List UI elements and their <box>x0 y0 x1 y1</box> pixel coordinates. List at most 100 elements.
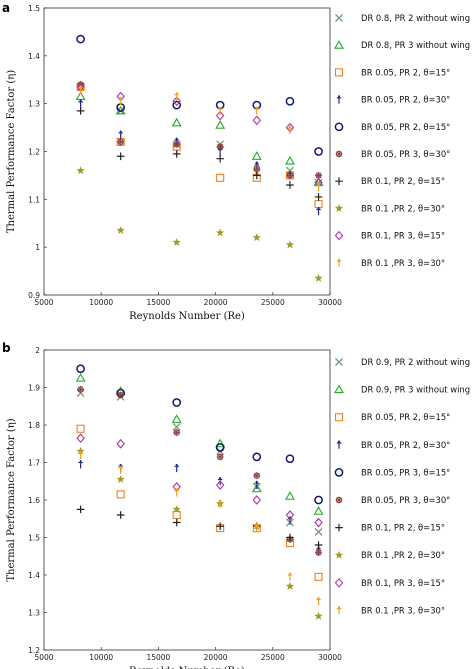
data-point <box>252 495 262 505</box>
data-point <box>75 373 86 382</box>
y-tick-label: 1.2 <box>28 148 40 157</box>
y-tick-label: 1.9 <box>28 384 40 393</box>
x-tick-label: 25000 <box>261 298 285 307</box>
legend-label: BR 0.05, PR 3, θ=15° <box>361 467 450 477</box>
data-point <box>116 226 125 235</box>
legend-label: BR 0.05, PR 3, θ=30° <box>361 149 450 159</box>
legend-marker <box>334 468 344 477</box>
legend-marker <box>335 177 343 185</box>
y-tick-label: 1.7 <box>28 459 40 468</box>
data-point <box>172 504 181 513</box>
data-point <box>116 490 125 499</box>
x-tick-label: 20000 <box>204 653 228 662</box>
data-point <box>215 110 225 121</box>
data-point <box>251 151 262 160</box>
data-point <box>314 572 323 581</box>
data-point <box>174 92 179 101</box>
data-point <box>78 450 83 459</box>
data-point <box>118 96 123 106</box>
legend-label: BR 0.05, PR 2, θ=15° <box>361 122 450 132</box>
y-tick-label: 1.2 <box>28 646 40 655</box>
y-tick-label: 1.5 <box>28 534 40 543</box>
x-tick-label: 20000 <box>204 298 228 307</box>
panel-a: a 5000 10000 15000 20000 25000 30000 0.9 1 1.1 1.2… <box>2 1 470 322</box>
data-point <box>253 164 261 172</box>
panel-b: b 5000 10000 15000 20000 25000 30000 1.2 1.3 1.4 1… <box>2 341 470 669</box>
data-point <box>314 495 323 505</box>
data-point <box>216 143 224 151</box>
data-point <box>76 166 85 175</box>
legend-label: BR 0.1 ,PR 3, θ=30° <box>361 258 445 268</box>
data-point <box>78 99 83 108</box>
legend-marker <box>335 523 343 532</box>
x-tick-label: 30000 <box>318 653 342 662</box>
data-point <box>285 454 295 464</box>
data-point <box>285 155 295 165</box>
data-point <box>171 117 182 127</box>
legend-label: DR 0.8, PR 2 without wing <box>361 13 470 23</box>
data-point <box>286 181 294 189</box>
data-point <box>118 130 123 139</box>
x-tick-label: 25000 <box>261 653 285 662</box>
legend-label: DR 0.8, PR 3 without wing <box>361 40 470 50</box>
data-point <box>251 483 262 493</box>
x-axis-title: Reynolds Number (Re) <box>129 311 245 322</box>
data-point <box>117 138 125 146</box>
data-point <box>116 474 125 483</box>
data-point <box>116 438 125 449</box>
legend-label: BR 0.1 ,PR 2, θ=30° <box>361 550 445 560</box>
data-point <box>78 85 83 94</box>
data-point <box>314 178 323 187</box>
legend-label: BR 0.1, PR 2, θ=15° <box>361 176 445 186</box>
legend-label: BR 0.1, PR 3, θ=15° <box>361 231 445 241</box>
data-point <box>78 460 83 469</box>
legend-marker <box>334 203 344 212</box>
data-point <box>173 429 181 436</box>
y-tick-label: 1.6 <box>28 496 40 505</box>
x-tick-label: 5000 <box>34 653 53 662</box>
legend-label: BR 0.05, PR 2, θ=15° <box>361 412 450 422</box>
y-axis-title: Thermal Performance Factor (η) <box>6 418 17 581</box>
data-point <box>254 480 259 489</box>
data-point <box>76 424 85 433</box>
data-point <box>316 596 321 606</box>
data-point <box>215 438 226 448</box>
data-point <box>216 453 224 461</box>
data-point <box>314 541 323 549</box>
legend-marker <box>334 122 344 132</box>
data-point <box>216 154 224 163</box>
y-tick-label: 1 <box>35 243 40 252</box>
legend-marker <box>334 230 344 241</box>
data-point <box>77 385 85 393</box>
data-point <box>116 511 125 519</box>
x-tick-label: 5000 <box>34 298 53 307</box>
x-tick-label: 10000 <box>89 653 113 662</box>
data-point <box>316 183 321 192</box>
legend-marker <box>335 358 343 366</box>
data-point <box>76 364 85 374</box>
data-point <box>252 452 262 462</box>
data-point <box>172 100 182 110</box>
data-point <box>216 173 225 182</box>
data-point <box>216 522 224 531</box>
data-point <box>314 527 323 536</box>
legend-label: BR 0.05, PR 2, θ=15° <box>361 67 450 77</box>
data-point <box>286 533 294 542</box>
data-point <box>285 510 295 520</box>
legend-label: BR 0.05, PR 3, θ=30° <box>361 495 450 505</box>
legend-marker <box>334 384 344 394</box>
y-axis-title: Thermal Performance Factor (η) <box>6 70 17 233</box>
x-tick-label: 15000 <box>146 298 170 307</box>
data-point <box>76 505 85 514</box>
legend-marker <box>334 550 344 559</box>
data-point <box>314 193 323 201</box>
data-point <box>252 171 261 180</box>
data-point <box>252 115 262 126</box>
plot-frame <box>43 7 331 296</box>
y-tick-label: 1.8 <box>28 421 40 430</box>
x-tick-label: 30000 <box>318 298 342 307</box>
data-point <box>172 398 182 407</box>
y-tick-label: 1.1 <box>28 195 40 204</box>
legend-label: BR 0.05, PR 2, θ=30° <box>361 95 450 105</box>
